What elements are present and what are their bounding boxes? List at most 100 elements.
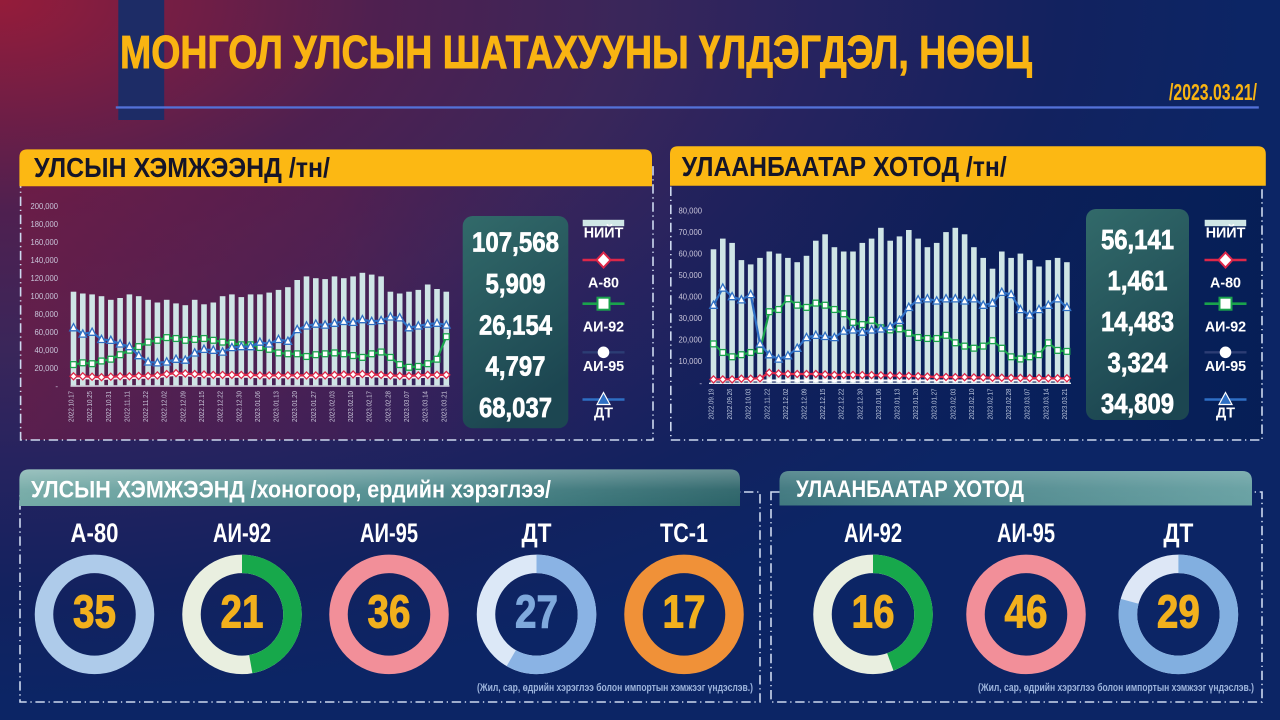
svg-text:МОНГОЛ УЛСЫН ШАТАХУУНЫ ҮЛДЭГДЭ: МОНГОЛ УЛСЫН ШАТАХУУНЫ ҮЛДЭГДЭЛ, НӨӨЦ (120, 26, 1032, 78)
svg-text:20,000: 20,000 (679, 335, 703, 344)
svg-text:2022.09.19: 2022.09.19 (709, 388, 716, 419)
svg-text:2023.01.27: 2023.01.27 (311, 391, 318, 422)
svg-text:2023.02.03: 2023.02.03 (950, 388, 957, 419)
svg-text:2022.12.15: 2022.12.15 (820, 388, 827, 419)
svg-text:2022.12.02: 2022.12.02 (162, 391, 169, 422)
svg-text:2023.01.20: 2023.01.20 (913, 388, 920, 419)
svg-text:26,154: 26,154 (479, 309, 552, 340)
svg-text:2023.02.17: 2023.02.17 (988, 388, 995, 419)
svg-text:56,141: 56,141 (1101, 224, 1174, 255)
svg-text:А-80: А-80 (588, 276, 619, 292)
svg-text:20,000: 20,000 (35, 364, 59, 373)
svg-text:36: 36 (368, 586, 411, 638)
svg-text:200,000: 200,000 (31, 202, 59, 211)
svg-text:А-80: А-80 (1210, 276, 1241, 292)
svg-text:АИ-95: АИ-95 (1205, 359, 1246, 375)
svg-text:2023.03.07: 2023.03.07 (1025, 388, 1032, 419)
svg-text:29: 29 (1157, 586, 1200, 638)
svg-text:27: 27 (515, 586, 558, 638)
svg-text:80,000: 80,000 (679, 206, 703, 215)
svg-text:4,797: 4,797 (486, 351, 546, 382)
svg-text:УЛСЫН ХЭМЖЭЭНД /тн/: УЛСЫН ХЭМЖЭЭНД /тн/ (34, 152, 330, 183)
svg-text:2022.09.26: 2022.09.26 (727, 388, 734, 419)
svg-text:2023.03.21: 2023.03.21 (441, 391, 448, 422)
svg-text:140,000: 140,000 (31, 256, 59, 265)
svg-text:2022.11.11: 2022.11.11 (124, 391, 131, 422)
svg-text:80,000: 80,000 (35, 310, 59, 319)
svg-text:АИ-92: АИ-92 (213, 518, 271, 548)
svg-text:АИ-92: АИ-92 (583, 320, 624, 336)
svg-text:2022.12.22: 2022.12.22 (218, 391, 225, 422)
svg-text:НИЙТ: НИЙТ (584, 224, 624, 242)
svg-text:АИ-95: АИ-95 (360, 518, 418, 548)
svg-text:2023.01.20: 2023.01.20 (292, 391, 299, 422)
svg-text:2023.02.17: 2023.02.17 (367, 391, 374, 422)
svg-text:2022.12.09: 2022.12.09 (180, 391, 187, 422)
svg-text:УЛААНБААТАР ХОТОД: УЛААНБААТАР ХОТОД (796, 476, 1024, 503)
svg-text:70,000: 70,000 (679, 228, 703, 237)
svg-text:2022.12.02: 2022.12.02 (783, 388, 790, 419)
svg-text:2023.03.14: 2023.03.14 (1043, 388, 1050, 419)
svg-text:160,000: 160,000 (31, 238, 59, 247)
svg-text:2023.03.14: 2023.03.14 (423, 391, 430, 422)
svg-text:2022.11.22: 2022.11.22 (764, 388, 771, 419)
svg-text:100,000: 100,000 (31, 292, 59, 301)
svg-text:60,000: 60,000 (35, 328, 59, 337)
svg-text:40,000: 40,000 (679, 292, 703, 301)
svg-text:21: 21 (221, 586, 264, 638)
svg-text:/2023.03.21/: /2023.03.21/ (1169, 79, 1257, 105)
svg-text:-: - (699, 379, 702, 388)
svg-text:2023.03.07: 2023.03.07 (404, 391, 411, 422)
svg-text:2023.01.06: 2023.01.06 (876, 388, 883, 419)
svg-text:2022.12.30: 2022.12.30 (857, 388, 864, 419)
svg-text:ДТ: ДТ (1163, 518, 1193, 548)
svg-text:2022.10.17: 2022.10.17 (69, 391, 76, 422)
svg-text:17: 17 (663, 586, 706, 638)
svg-text:2022.11.22: 2022.11.22 (143, 391, 150, 422)
svg-text:3,324: 3,324 (1108, 347, 1168, 378)
svg-text:30,000: 30,000 (679, 314, 703, 323)
svg-text:2022.12.22: 2022.12.22 (839, 388, 846, 419)
svg-text:10,000: 10,000 (679, 357, 703, 366)
svg-text:50,000: 50,000 (679, 271, 703, 280)
svg-text:2023.01.06: 2023.01.06 (255, 391, 262, 422)
svg-text:ДТ: ДТ (1216, 406, 1235, 422)
svg-text:ДТ: ДТ (594, 406, 613, 422)
svg-text:14,483: 14,483 (1101, 306, 1174, 337)
svg-text:2023.02.28: 2023.02.28 (1006, 388, 1013, 419)
svg-text:5,909: 5,909 (486, 268, 546, 299)
svg-text:2023.01.13: 2023.01.13 (895, 388, 902, 419)
svg-text:УЛСЫН ХЭМЖЭЭНД /хоногоор, ерди: УЛСЫН ХЭМЖЭЭНД /хоногоор, ердийн хэрэглэ… (31, 477, 551, 504)
svg-text:ДТ: ДТ (522, 518, 552, 548)
svg-text:2023.02.03: 2023.02.03 (330, 391, 337, 422)
svg-text:АИ-95: АИ-95 (997, 518, 1055, 548)
svg-text:2022.10.03: 2022.10.03 (746, 388, 753, 419)
svg-text:35: 35 (73, 586, 116, 638)
svg-text:2022.12.30: 2022.12.30 (236, 391, 243, 422)
svg-text:-: - (55, 382, 58, 391)
svg-text:107,568: 107,568 (472, 227, 559, 258)
svg-text:(Жил, сар, өдрийн хэрэглээ бол: (Жил, сар, өдрийн хэрэглээ болон импорты… (978, 682, 1254, 694)
svg-text:2023.02.10: 2023.02.10 (348, 391, 355, 422)
svg-text:ТС-1: ТС-1 (660, 518, 708, 548)
svg-text:2023.02.28: 2023.02.28 (385, 391, 392, 422)
svg-text:2023.03.21: 2023.03.21 (1062, 388, 1069, 419)
svg-text:АИ-95: АИ-95 (583, 359, 624, 375)
svg-text:2022.12.09: 2022.12.09 (802, 388, 809, 419)
svg-text:2022.10.25: 2022.10.25 (87, 391, 94, 422)
svg-text:НИЙТ: НИЙТ (1206, 224, 1246, 242)
svg-text:34,809: 34,809 (1101, 388, 1174, 419)
svg-text:1,461: 1,461 (1108, 265, 1168, 296)
svg-text:2023.01.13: 2023.01.13 (274, 391, 281, 422)
svg-text:АИ-92: АИ-92 (1205, 320, 1246, 336)
svg-text:2022.12.15: 2022.12.15 (199, 391, 206, 422)
svg-text:16: 16 (852, 586, 895, 638)
svg-text:120,000: 120,000 (31, 274, 59, 283)
svg-text:(Жил, сар, өдрийн хэрэглээ бол: (Жил, сар, өдрийн хэрэглээ болон импорты… (477, 682, 753, 694)
svg-text:АИ-92: АИ-92 (844, 518, 902, 548)
svg-text:60,000: 60,000 (679, 249, 703, 258)
svg-text:180,000: 180,000 (31, 220, 59, 229)
svg-text:68,037: 68,037 (479, 392, 552, 423)
svg-text:40,000: 40,000 (35, 346, 59, 355)
svg-text:2023.01.27: 2023.01.27 (932, 388, 939, 419)
